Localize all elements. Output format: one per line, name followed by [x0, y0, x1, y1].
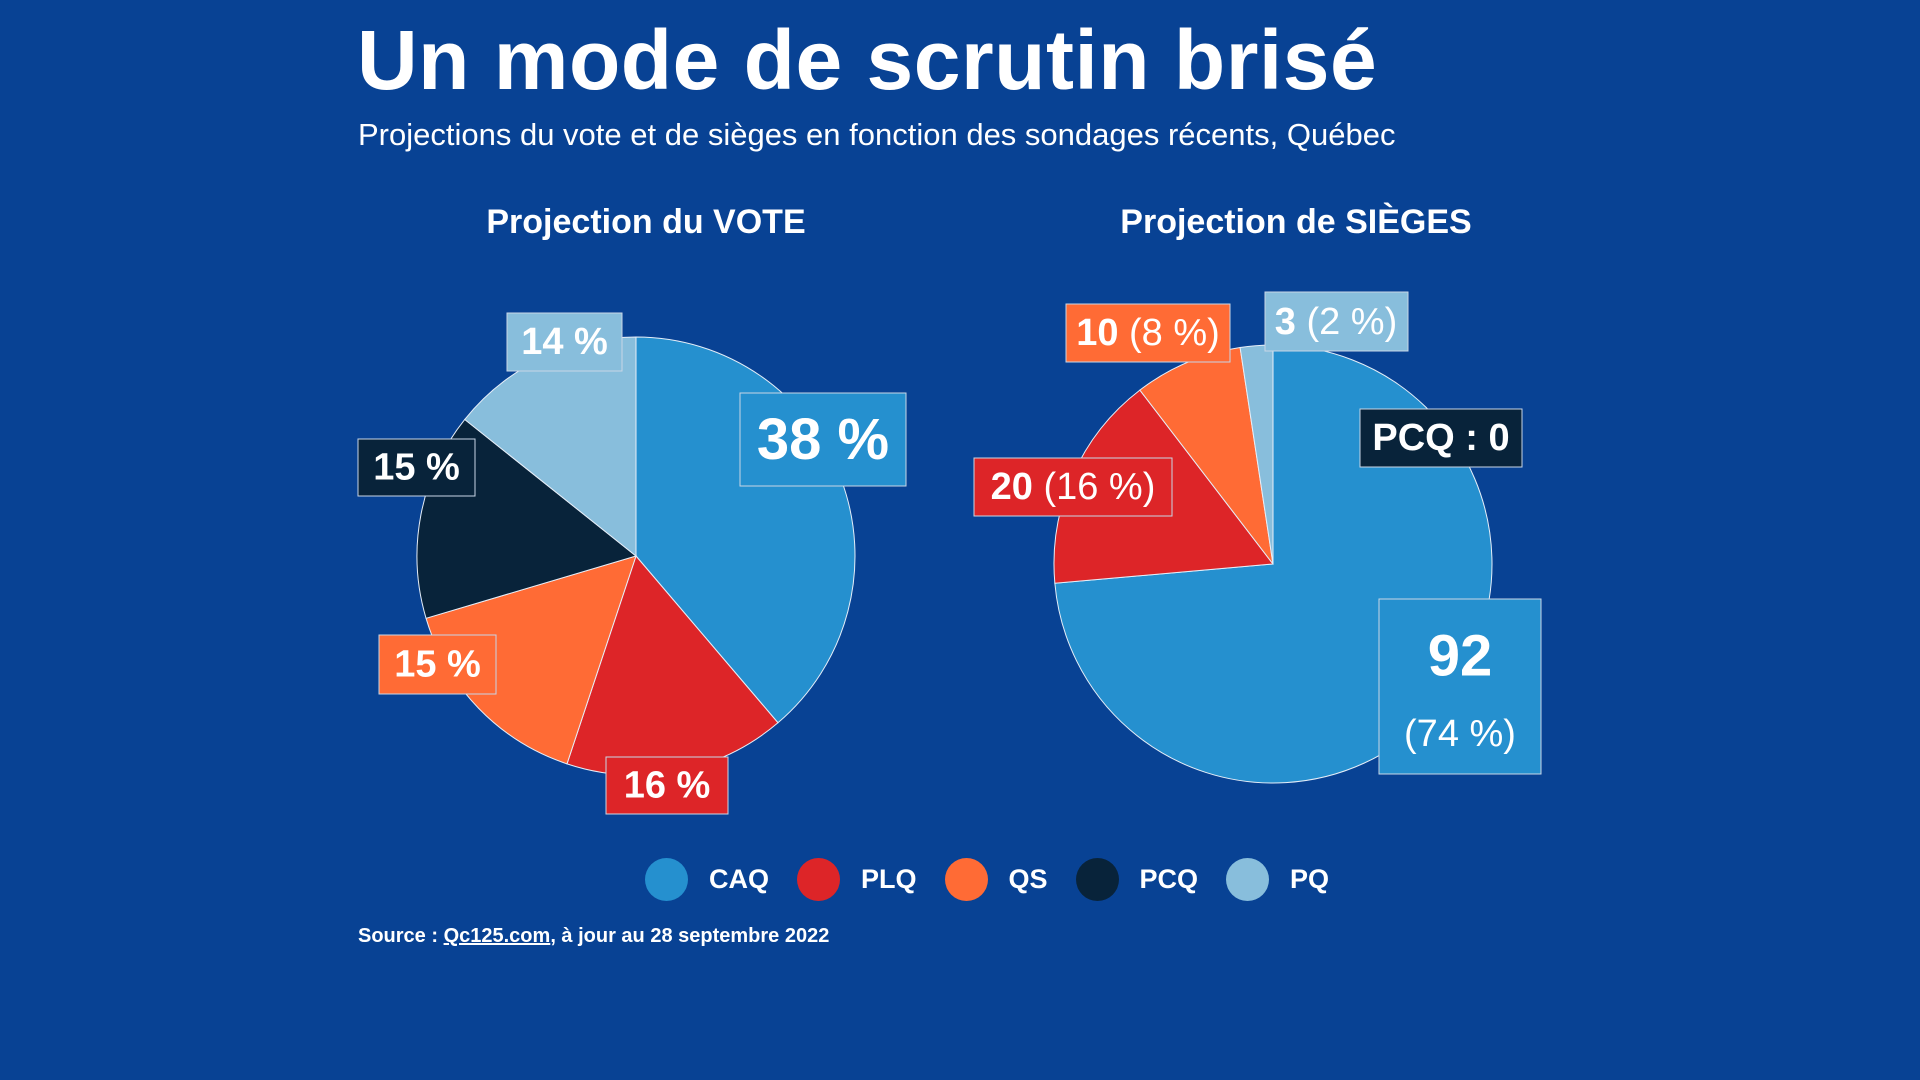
vote-label-box-caq: [739, 392, 907, 487]
seat-label-pq: 3 (2 %): [1275, 301, 1398, 343]
seat-slice-qs: [1139, 346, 1274, 565]
vote-label-box-pcq: [357, 438, 476, 497]
vote-label-box-qs: [378, 634, 497, 695]
seat-label-box-qs: [1065, 303, 1231, 363]
seat-pct-pq: (2 %): [1306, 301, 1397, 343]
seat-label-qs: 10 (8 %): [1076, 312, 1220, 354]
seat-value-caq: 92: [1428, 624, 1493, 689]
legend-label-plq: PLQ: [861, 864, 917, 894]
source-prefix: Source :: [358, 925, 444, 947]
legend-item-caq: CAQ: [645, 858, 769, 901]
legend-item-pcq: PCQ: [1075, 858, 1199, 901]
vote-label-qs: 15 %: [394, 644, 481, 686]
page-subtitle: Projections du vote et de sièges en fonc…: [358, 117, 1396, 152]
vote-label-box-plq: [605, 756, 729, 815]
vote-label-pq: 14 %: [521, 321, 608, 363]
source-link[interactable]: Qc125.com: [443, 925, 551, 947]
legend: CAQ PLQ QS PCQ PQ: [645, 858, 1357, 901]
seat-label-box-pcq: [1359, 408, 1523, 468]
seat-chart-title: Projection de SIÈGES: [1120, 203, 1472, 241]
legend-label-pq: PQ: [1290, 864, 1330, 894]
seat-value-plq: 20: [991, 466, 1044, 508]
vote-label-box-pq: [506, 312, 623, 372]
seat-label-plq: 20 (16 %): [991, 466, 1156, 508]
vote-label-pcq: 15 %: [373, 447, 460, 489]
seat-pct-qs: (8 %): [1129, 312, 1220, 354]
legend-item-pq: PQ: [1226, 858, 1329, 901]
legend-label-caq: CAQ: [709, 864, 769, 894]
vote-label-plq: 16 %: [624, 765, 711, 807]
page-title: Un mode de scrutin brisé: [357, 13, 1378, 107]
seat-label-box-plq: [973, 457, 1173, 517]
legend-dot-qs: [944, 858, 988, 901]
legend-dot-caq: [645, 858, 688, 901]
seat-value-qs: 10: [1076, 312, 1129, 354]
seat-label-box-caq: [1378, 598, 1542, 775]
legend-item-qs: QS: [944, 858, 1048, 901]
legend-label-qs: QS: [1008, 864, 1048, 894]
legend-label-pcq: PCQ: [1139, 864, 1199, 894]
seat-value-pq: 3: [1275, 301, 1307, 343]
seat-label-box-pq: [1264, 291, 1409, 352]
seat-pct-caq: (74 %): [1404, 713, 1516, 755]
source-note: Source : Qc125.com, à jour au 28 septemb…: [358, 925, 829, 948]
seat-pct-plq: (16 %): [1043, 466, 1155, 508]
legend-dot-plq: [797, 858, 840, 901]
legend-item-plq: PLQ: [797, 858, 917, 901]
vote-chart-title: Projection du VOTE: [486, 203, 806, 241]
legend-dot-pcq: [1075, 858, 1119, 901]
seat-label-pcq: PCQ : 0: [1372, 417, 1509, 459]
vote-label-caq: 38 %: [757, 407, 889, 472]
source-suffix: , à jour au 28 septembre 2022: [550, 925, 830, 947]
legend-dot-pq: [1226, 858, 1270, 901]
